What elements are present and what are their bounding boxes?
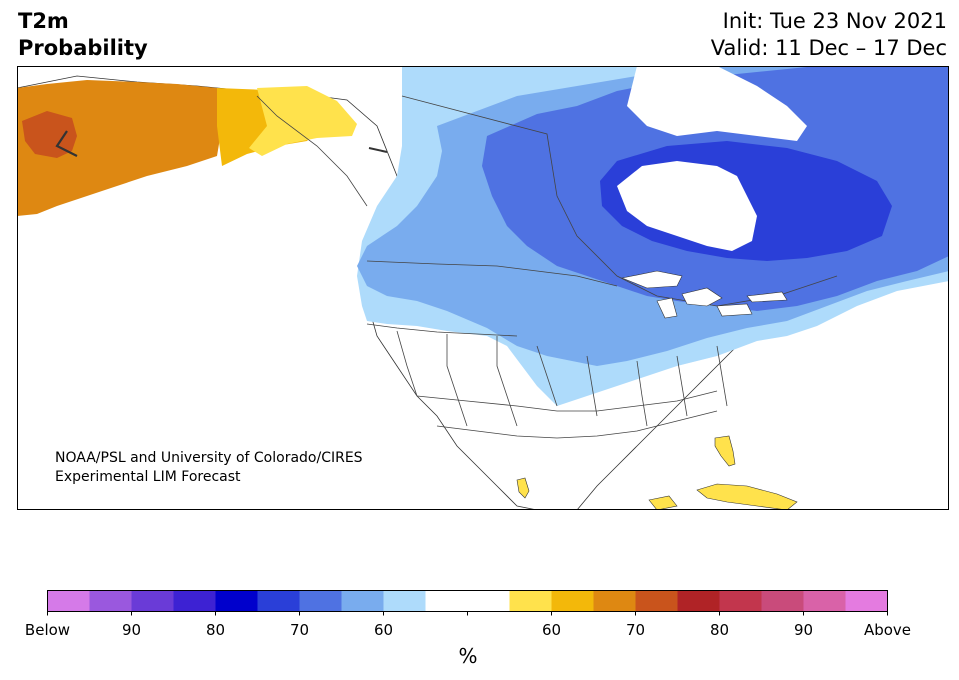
colorbar-tick-label: 90 (121, 621, 142, 639)
colorbar-cell (47, 590, 90, 612)
colorbar-cell (509, 590, 552, 612)
colorbar-cell (677, 590, 720, 612)
forecast-dates: Init: Tue 23 Nov 2021 Valid: 11 Dec – 17… (711, 8, 947, 62)
colorbar-cell (215, 590, 258, 612)
credit-text: NOAA/PSL and University of Colorado/CIRE… (55, 449, 363, 487)
colorbar-cell (761, 590, 804, 612)
colorbar-tick-label: Above (863, 621, 912, 639)
hudson-bay (617, 161, 757, 251)
colorbar-cell (845, 590, 888, 612)
colorbar-tick-label: 80 (205, 621, 226, 639)
colorbar-tick-label: 70 (289, 621, 310, 639)
boundaries (55, 95, 838, 439)
colorbar-tick-label: 60 (373, 621, 394, 639)
region-florida-above-55 (714, 435, 736, 467)
title-metric: Probability (18, 36, 148, 60)
colorbar-cell (551, 590, 594, 612)
colorbar-cell (89, 590, 132, 612)
colorbar-cell (299, 590, 342, 612)
arctic-water (627, 66, 807, 141)
region-alaska-above-70 (17, 80, 222, 216)
colorbar-cell (593, 590, 636, 612)
chart-title: T2m Probability (18, 8, 148, 62)
colorbar-cell (803, 590, 846, 612)
colorbar-tick-label: 80 (709, 621, 730, 639)
colorbar-tick-label: 60 (541, 621, 562, 639)
colorbar-cell (257, 590, 300, 612)
region-yukon-above-55 (249, 86, 357, 156)
colorbar-tick-label: 70 (625, 621, 646, 639)
valid-range: Valid: 11 Dec – 17 Dec (710, 36, 947, 60)
colorbar-unit: % (458, 644, 478, 668)
colorbar-cell (467, 590, 510, 612)
region-hispaniola-above-55 (648, 495, 678, 510)
colorbar (47, 590, 888, 616)
credit-line-1: NOAA/PSL and University of Colorado/CIRE… (55, 450, 363, 466)
region-cuba-above-55 (696, 483, 798, 510)
colorbar-cell (635, 590, 678, 612)
colorbar-cell (425, 590, 468, 612)
region-mexico-above-55 (516, 477, 530, 499)
colorbar-tick-label: 90 (793, 621, 814, 639)
region-alaska-above-80 (22, 111, 77, 158)
great-lakes (620, 270, 788, 319)
colorbar-cell (173, 590, 216, 612)
init-date: Init: Tue 23 Nov 2021 (722, 9, 947, 33)
colorbar-tick-label: Below (24, 621, 71, 639)
title-variable: T2m (18, 9, 69, 33)
colorbar-cell (719, 590, 762, 612)
colorbar-cell (341, 590, 384, 612)
colorbar-cell (131, 590, 174, 612)
probability-map (17, 66, 949, 510)
colorbar-cell (383, 590, 426, 612)
credit-line-2: Experimental LIM Forecast (55, 469, 241, 485)
